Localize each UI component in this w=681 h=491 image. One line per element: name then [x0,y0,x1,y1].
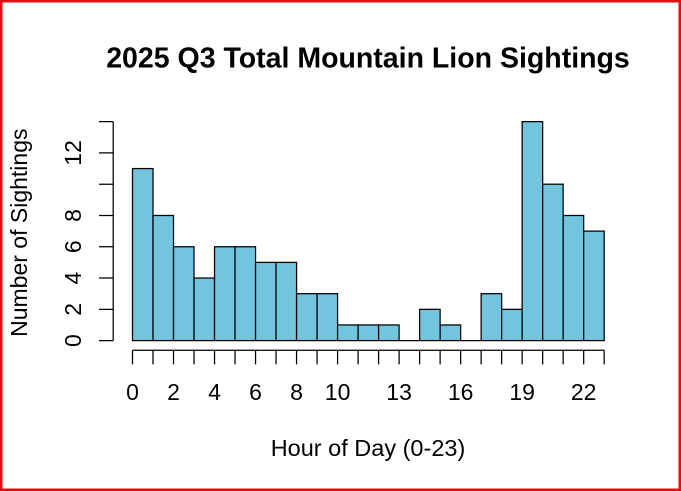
svg-text:8: 8 [60,209,86,222]
svg-text:Hour of Day (0-23): Hour of Day (0-23) [271,435,466,461]
svg-text:0: 0 [60,334,86,347]
svg-text:Number of Sightings: Number of Sightings [6,129,32,337]
svg-text:19: 19 [509,379,535,405]
svg-text:8: 8 [290,379,303,405]
svg-text:22: 22 [571,379,597,405]
svg-text:10: 10 [325,379,351,405]
svg-text:2: 2 [60,303,86,316]
svg-text:13: 13 [386,379,412,405]
svg-text:2025 Q3 Total Mountain Lion Si: 2025 Q3 Total Mountain Lion Sightings [106,43,630,75]
svg-text:6: 6 [60,240,86,253]
svg-text:4: 4 [208,379,221,405]
svg-text:2: 2 [167,379,180,405]
svg-text:6: 6 [249,379,262,405]
svg-text:16: 16 [448,379,474,405]
svg-text:4: 4 [60,271,86,284]
svg-text:0: 0 [126,379,139,405]
svg-text:12: 12 [60,140,86,166]
